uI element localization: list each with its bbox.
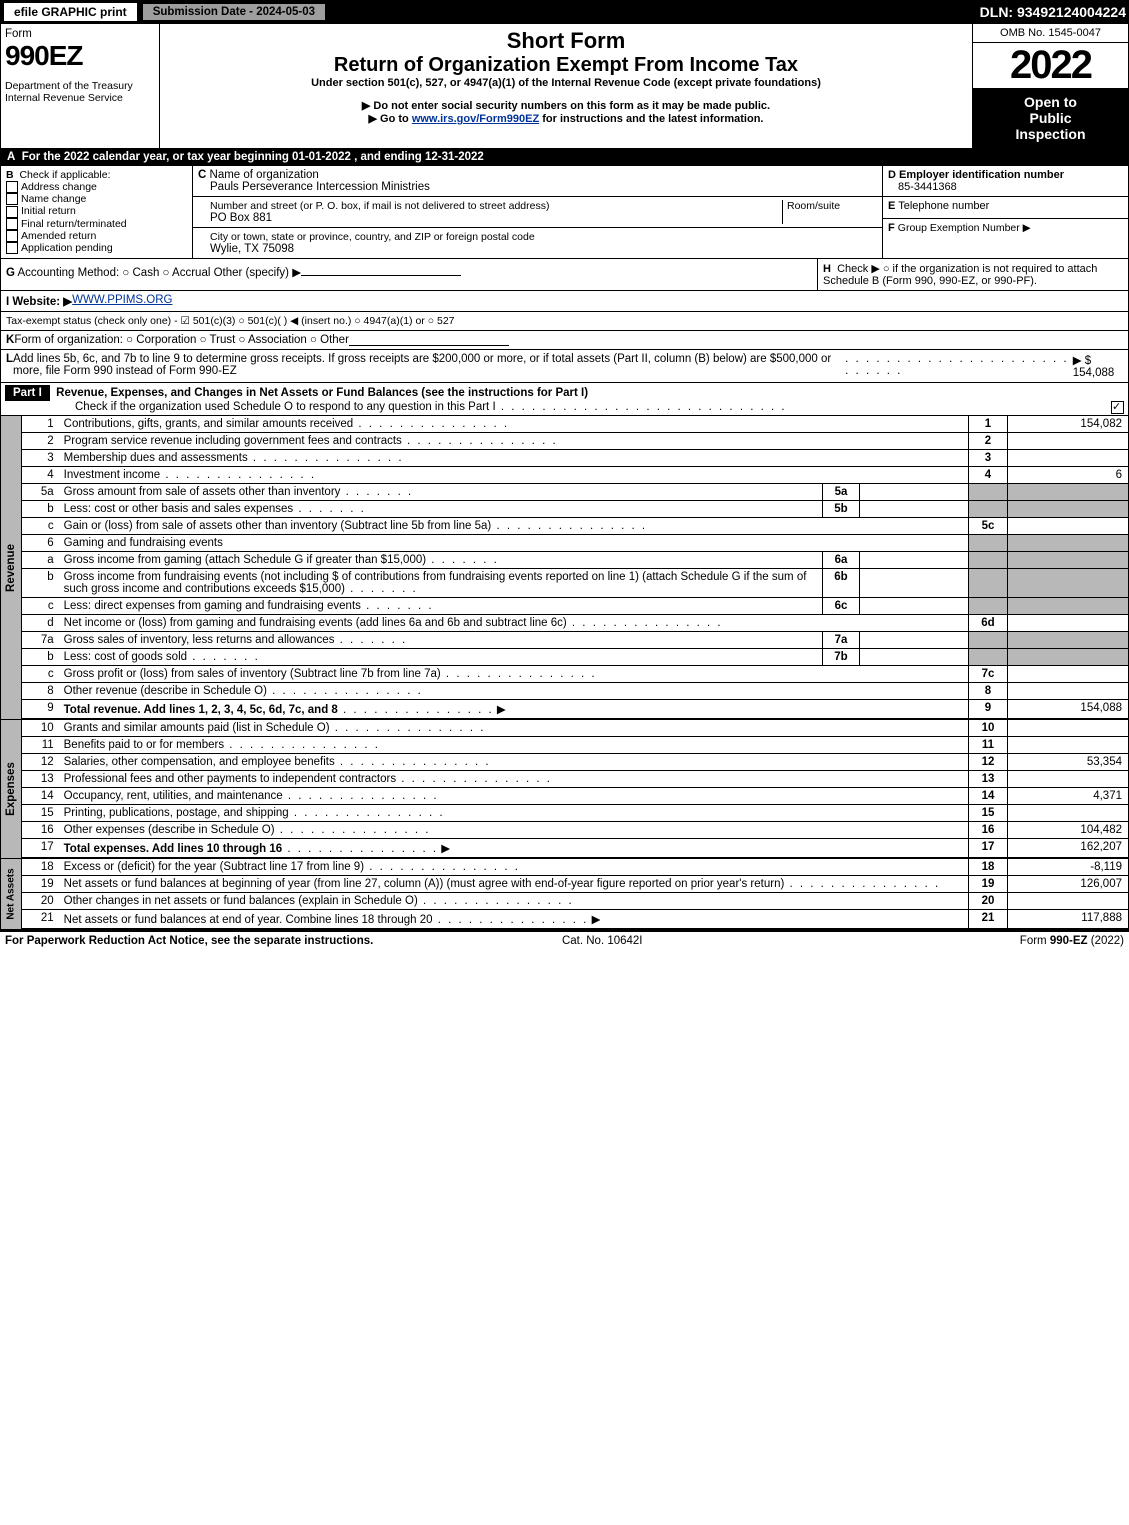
- footer: For Paperwork Reduction Act Notice, see …: [0, 931, 1129, 950]
- line-15: 15Printing, publications, postage, and s…: [22, 805, 1128, 822]
- line-3: 3Membership dues and assessments3: [22, 450, 1128, 467]
- line-k: K Form of organization: ○ Corporation ○ …: [0, 331, 1129, 350]
- form-word: Form: [5, 28, 155, 40]
- check-icon: [1111, 401, 1124, 414]
- line-b: bGross income from fundraising events (n…: [22, 569, 1128, 598]
- efile-label[interactable]: efile GRAPHIC print: [3, 2, 138, 22]
- warning: ▶ Do not enter social security numbers o…: [164, 99, 968, 112]
- dln: DLN: 93492124004224: [980, 4, 1126, 20]
- line-j: Tax-exempt status (check only one) - ☑ 5…: [0, 312, 1129, 331]
- omb: OMB No. 1545-0047: [973, 24, 1128, 43]
- line-12: 12Salaries, other compensation, and empl…: [22, 754, 1128, 771]
- line-19: 19Net assets or fund balances at beginni…: [22, 876, 1128, 893]
- section-a: A For the 2022 calendar year, or tax yea…: [7, 151, 484, 163]
- dept: Department of the Treasury Internal Reve…: [5, 80, 155, 104]
- part1-header: Part I Revenue, Expenses, and Changes in…: [0, 383, 1129, 416]
- line-20: 20Other changes in net assets or fund ba…: [22, 893, 1128, 910]
- line-21: 21Net assets or fund balances at end of …: [22, 910, 1128, 929]
- goto-link[interactable]: ▶ Go to www.irs.gov/Form990EZ for instru…: [164, 112, 968, 125]
- subtitle: Under section 501(c), 527, or 4947(a)(1)…: [164, 77, 968, 89]
- line-8: 8Other revenue (describe in Schedule O)8: [22, 683, 1128, 700]
- title-short-form: Short Form: [164, 28, 968, 54]
- title-return: Return of Organization Exempt From Incom…: [164, 54, 968, 77]
- line-i: I Website: ▶WWW.PPIMS.ORG: [0, 291, 1129, 312]
- line-17: 17Total expenses. Add lines 10 through 1…: [22, 839, 1128, 858]
- line-13: 13Professional fees and other payments t…: [22, 771, 1128, 788]
- line-9: 9Total revenue. Add lines 1, 2, 3, 4, 5c…: [22, 700, 1128, 719]
- line-10: 10Grants and similar amounts paid (list …: [22, 720, 1128, 737]
- form-number: 990EZ: [5, 40, 155, 72]
- line-d: dNet income or (loss) from gaming and fu…: [22, 615, 1128, 632]
- netassets-block: Net Assets 18Excess or (deficit) for the…: [0, 859, 1129, 931]
- revenue-block: Revenue 1Contributions, gifts, grants, a…: [0, 416, 1129, 720]
- line-c: cLess: direct expenses from gaming and f…: [22, 598, 1128, 615]
- line-5a: 5aGross amount from sale of assets other…: [22, 484, 1128, 501]
- submission-date: Submission Date - 2024-05-03: [142, 3, 326, 21]
- line-l: L Add lines 5b, 6c, and 7b to line 9 to …: [0, 350, 1129, 383]
- line-11: 11Benefits paid to or for members11: [22, 737, 1128, 754]
- box-b: B Check if applicable: Address change Na…: [1, 166, 193, 258]
- box-c: C Name of organizationPauls Perseverance…: [193, 166, 882, 258]
- line-c: cGain or (loss) from sale of assets othe…: [22, 518, 1128, 535]
- line-6: 6Gaming and fundraising events: [22, 535, 1128, 552]
- line-b: bLess: cost of goods sold7b: [22, 649, 1128, 666]
- form-header: Form 990EZ Department of the Treasury In…: [0, 24, 1129, 149]
- line-g: G Accounting Method: ○ Cash ○ Accrual Ot…: [1, 259, 817, 290]
- expenses-block: Expenses 10Grants and similar amounts pa…: [0, 720, 1129, 859]
- top-bar: efile GRAPHIC print Submission Date - 20…: [0, 0, 1129, 24]
- tax-year: 2022: [973, 43, 1128, 88]
- line-1: 1Contributions, gifts, grants, and simil…: [22, 416, 1128, 433]
- line-16: 16Other expenses (describe in Schedule O…: [22, 822, 1128, 839]
- line-a: aGross income from gaming (attach Schedu…: [22, 552, 1128, 569]
- open-to-public: Open toPublicInspection: [973, 88, 1128, 148]
- line-7a: 7aGross sales of inventory, less returns…: [22, 632, 1128, 649]
- line-c: cGross profit or (loss) from sales of in…: [22, 666, 1128, 683]
- line-18: 18Excess or (deficit) for the year (Subt…: [22, 859, 1128, 876]
- line-h: H Check ▶ ○ if the organization is not r…: [817, 259, 1128, 290]
- line-b: bLess: cost or other basis and sales exp…: [22, 501, 1128, 518]
- line-2: 2Program service revenue including gover…: [22, 433, 1128, 450]
- line-4: 4Investment income46: [22, 467, 1128, 484]
- box-d-e-f: D Employer identification number 85-3441…: [882, 166, 1128, 258]
- line-14: 14Occupancy, rent, utilities, and mainte…: [22, 788, 1128, 805]
